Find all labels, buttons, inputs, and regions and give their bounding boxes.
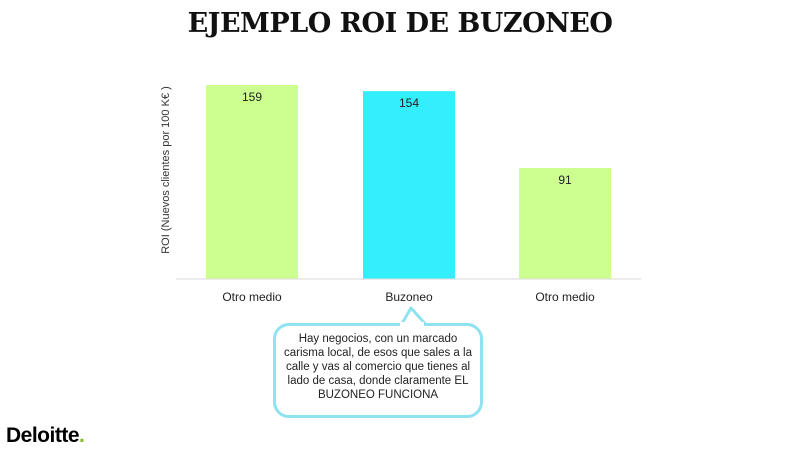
data-label-1: 159	[242, 90, 262, 104]
data-label-3: 91	[558, 173, 572, 187]
logo-text: Deloitte	[6, 424, 80, 447]
bar-1	[206, 85, 298, 279]
data-label-2: 154	[399, 96, 419, 110]
deloitte-logo: Deloitte.	[6, 424, 85, 448]
callout-box: Hay negocios, con un marcado carisma loc…	[273, 323, 483, 418]
x-tick-label-2: Buzoneo	[385, 290, 433, 304]
bar-3	[519, 167, 611, 279]
x-tick-label-3: Otro medio	[535, 290, 595, 304]
logo-dot: .	[79, 424, 85, 447]
chart-title: EJEMPLO ROI DE BUZONEO	[187, 8, 613, 39]
bar-2	[363, 91, 455, 279]
callout-text: Hay negocios, con un marcado carisma loc…	[284, 333, 472, 401]
x-tick-label-1: Otro medio	[222, 290, 282, 304]
callout-pointer-cover	[400, 322, 424, 330]
